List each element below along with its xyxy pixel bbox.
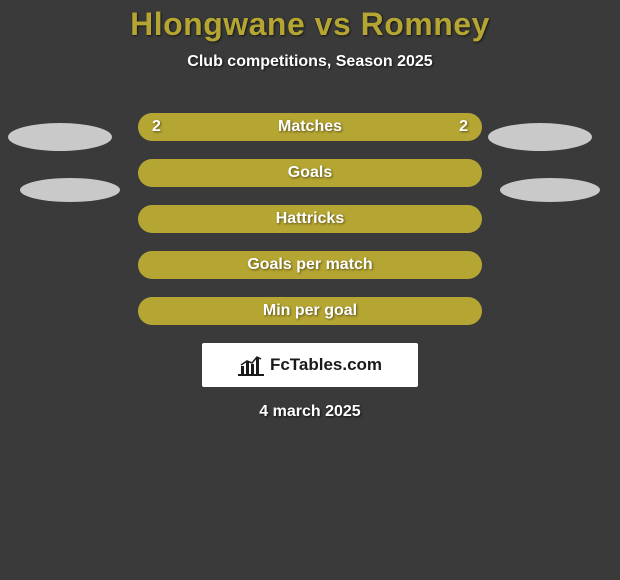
stat-label: Hattricks [138,210,482,228]
stat-value-left: 2 [152,118,161,136]
comparison-infographic: Hlongwane vs Romney Club competitions, S… [0,0,620,580]
stat-label: Goals [138,164,482,182]
brand-badge: FcTables.com [202,343,418,387]
decorative-ellipse [488,123,592,151]
decorative-ellipse [500,178,600,202]
stat-row: Min per goal [0,297,620,325]
brand-text: FcTables.com [270,355,382,375]
stat-row: Goals per match [0,251,620,279]
decorative-ellipse [8,123,112,151]
stat-bar: Goals per match [138,251,482,279]
stat-bar: Hattricks [138,205,482,233]
brand-chart-icon [238,354,264,376]
stat-bar: Min per goal [138,297,482,325]
subtitle: Club competitions, Season 2025 [0,53,620,71]
stat-bar: Matches2 2 [138,113,482,141]
stat-label: Min per goal [138,302,482,320]
stat-value-right: 2 [459,118,468,136]
page-title: Hlongwane vs Romney [0,6,620,43]
stat-bar: Goals [138,159,482,187]
stat-label: Matches [138,118,482,136]
stat-label: Goals per match [138,256,482,274]
stat-row: Hattricks [0,205,620,233]
date-label: 4 march 2025 [0,403,620,421]
decorative-ellipse [20,178,120,202]
